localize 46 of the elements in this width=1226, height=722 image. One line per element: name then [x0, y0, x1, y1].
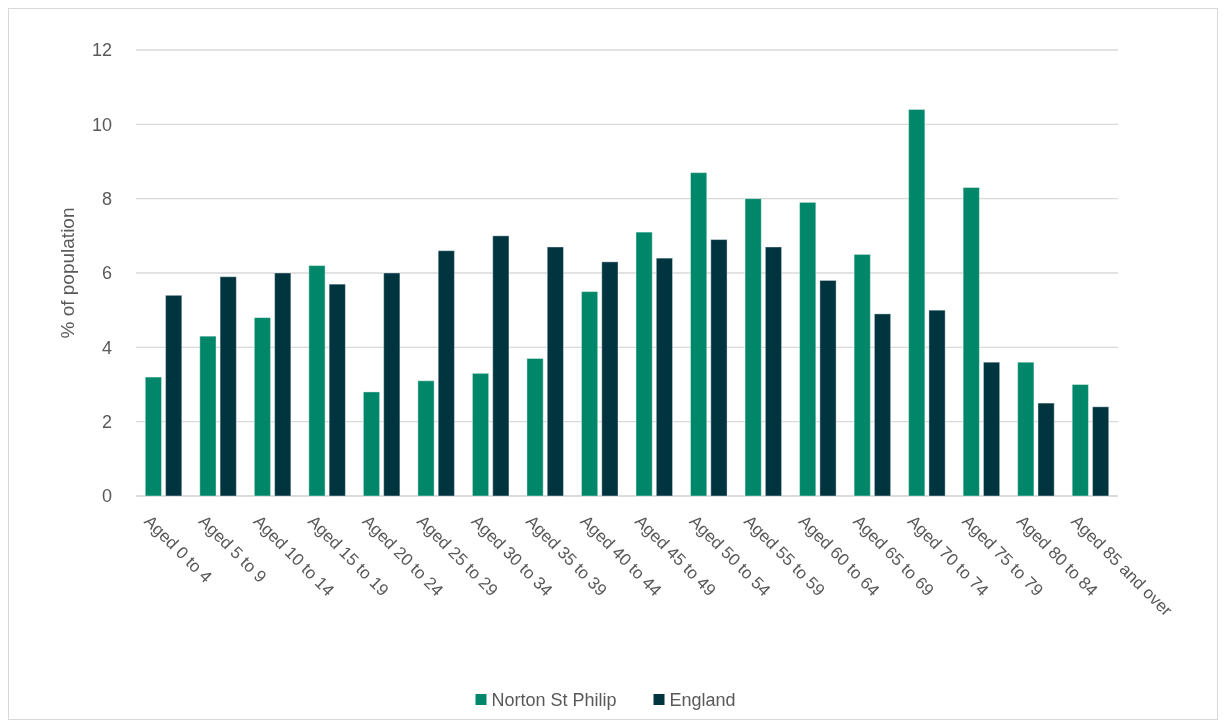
- bar: [580, 291, 599, 497]
- bar: [853, 253, 871, 497]
- legend-label: Norton St Philip: [491, 690, 617, 711]
- bar: [199, 335, 217, 497]
- y-tick-label: 8: [101, 188, 112, 209]
- bar: [1071, 384, 1089, 497]
- bar: [253, 317, 272, 497]
- bar: [383, 272, 401, 497]
- y-axis-title: % of population: [57, 207, 78, 339]
- bar: [165, 294, 183, 497]
- bar: [799, 201, 817, 497]
- bar: [690, 172, 708, 497]
- bar: [526, 357, 544, 497]
- bar: [962, 187, 980, 497]
- bar: [710, 239, 728, 497]
- bar: [601, 261, 619, 497]
- legend-label: England: [669, 690, 736, 711]
- y-tick-label: 6: [101, 263, 112, 284]
- bar: [219, 276, 237, 497]
- bar: [982, 361, 1001, 497]
- bar: [1037, 402, 1055, 497]
- bar: [492, 235, 510, 497]
- bar: [819, 279, 837, 497]
- bar: [1017, 361, 1035, 497]
- bar: [417, 380, 435, 497]
- bar: [328, 283, 346, 497]
- bar: [362, 391, 381, 497]
- bar: [546, 246, 564, 497]
- bar: [144, 376, 163, 497]
- y-tick-label: 4: [101, 337, 112, 358]
- bar: [1091, 406, 1110, 497]
- bar: [437, 250, 455, 497]
- bar: [471, 372, 490, 497]
- y-tick-label: 10: [91, 114, 112, 135]
- bar: [764, 246, 783, 497]
- y-tick-label: 2: [101, 411, 112, 432]
- bar: [655, 257, 674, 497]
- bar: [908, 108, 926, 497]
- bar: [744, 198, 762, 497]
- bar: [274, 272, 292, 497]
- bar: [873, 313, 892, 497]
- bar: [635, 231, 653, 497]
- bar: [308, 265, 326, 497]
- y-tick-label: 0: [101, 486, 112, 507]
- bar: [928, 309, 946, 497]
- y-tick-label: 12: [91, 40, 112, 61]
